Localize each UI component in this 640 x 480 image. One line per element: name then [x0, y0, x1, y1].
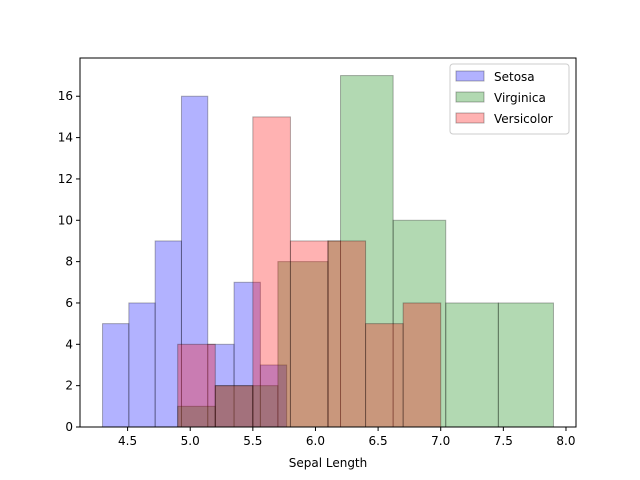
bar-virginica-5 — [340, 75, 394, 428]
x-tick-label-6: 7.5 — [494, 434, 513, 448]
legend-swatch-versicolor — [455, 112, 485, 124]
bar-versicolor-6 — [402, 302, 442, 428]
series-setosa — [102, 95, 288, 428]
bar-versicolor-1 — [214, 385, 254, 428]
y-tick-label-3: 6 — [65, 296, 73, 310]
bars-layer — [102, 75, 554, 428]
y-tick-label-0: 0 — [65, 420, 73, 434]
legend-box — [449, 63, 570, 135]
legend-label-virginica: Virginica — [494, 91, 546, 105]
bar-versicolor-0 — [177, 343, 216, 428]
legend-swatch-virginica — [455, 91, 485, 103]
legend-label-versicolor: Versicolor — [494, 112, 553, 126]
bar-setosa-1 — [128, 302, 156, 428]
bar-setosa-6 — [259, 364, 288, 428]
y-tick-label-2: 4 — [65, 337, 73, 351]
y-axis: 0 2 4 6 8 10 12 14 16 — [58, 89, 80, 434]
y-tick-label-4: 8 — [65, 255, 73, 269]
y-tick-label-5: 10 — [58, 213, 73, 227]
x-tick-label-0: 4.5 — [118, 434, 137, 448]
legend: Setosa Virginica Versicolor — [449, 63, 570, 135]
bar-virginica-1 — [214, 385, 254, 428]
x-tick-label-3: 6.0 — [306, 434, 325, 448]
plot-frame — [79, 57, 577, 428]
y-tick-label-6: 12 — [58, 172, 73, 186]
bar-versicolor-2 — [252, 116, 291, 428]
legend-swatch-setosa — [455, 70, 485, 82]
x-axis: 4.5 5.0 5.5 6.0 6.5 7.0 7.5 8.0 — [118, 427, 576, 448]
x-axis-label: Sepal Length — [289, 456, 368, 470]
x-tick-label-1: 5.0 — [181, 434, 200, 448]
bar-virginica-3 — [277, 261, 329, 428]
series-versicolor — [177, 116, 442, 428]
x-tick-label-2: 5.5 — [243, 434, 262, 448]
x-tick-label-7: 8.0 — [556, 434, 575, 448]
y-tick-label-8: 16 — [58, 89, 73, 103]
bar-virginica-7 — [445, 302, 499, 428]
y-tick-label-7: 14 — [58, 131, 73, 145]
series-virginica — [177, 75, 554, 428]
bar-versicolor-5 — [365, 323, 404, 428]
y-tick-label-1: 2 — [65, 379, 73, 393]
bar-setosa-2 — [154, 240, 182, 428]
x-tick-label-5: 7.0 — [431, 434, 450, 448]
x-tick-label-4: 6.5 — [369, 434, 388, 448]
legend-label-setosa: Setosa — [494, 70, 535, 84]
bar-virginica-6 — [392, 219, 447, 428]
bar-versicolor-4 — [327, 240, 367, 428]
bar-virginica-8 — [497, 302, 554, 428]
bar-setosa-0 — [102, 323, 130, 428]
bar-versicolor-3 — [289, 240, 329, 428]
